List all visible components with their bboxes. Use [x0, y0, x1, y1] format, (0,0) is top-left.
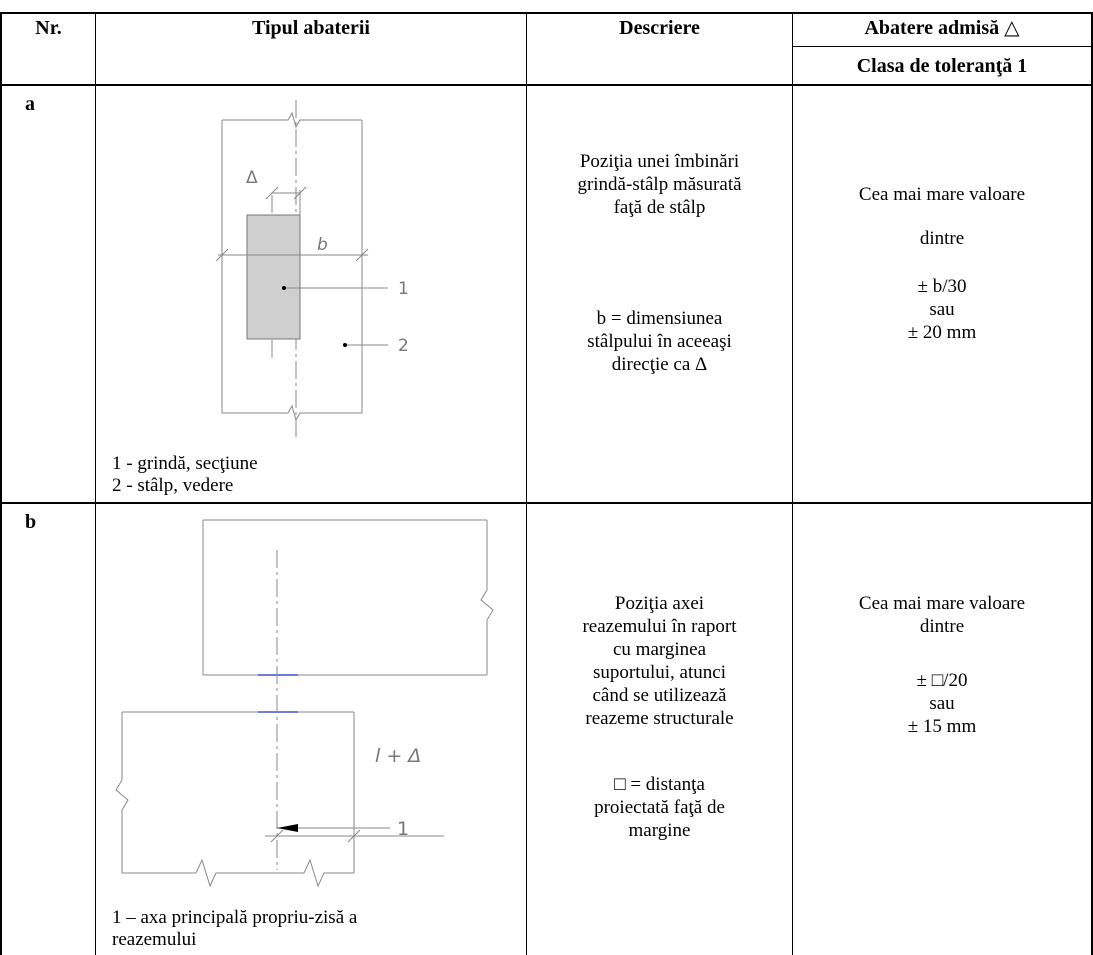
row-a-abatere-line-1: Cea mai mare valoare — [858, 184, 1026, 205]
header-abatere-label: Abatere admisă — [864, 17, 1000, 39]
row-b-figure-1-label: 1 — [397, 818, 409, 840]
row-b-legend-1: 1 – axa principală propriu-zisă a — [112, 907, 358, 928]
row-b-description-line: cu marginea — [612, 639, 707, 660]
row-a-abatere-values: ± b/30 sau ± 20 mm — [793, 275, 1091, 344]
header-abatere-admisa: Abatere admisă △ — [793, 17, 1091, 40]
row-b-abatere-line-2: dintre — [919, 616, 965, 637]
row-a-figure-delta-label: Δ — [246, 168, 258, 188]
row-b-description-line: când se utilizează — [592, 685, 727, 706]
header-inner-border — [792, 46, 1093, 47]
row-b-abatere-value: ± □/20 — [916, 670, 968, 691]
row-a-description-line: grindă-stâlp măsurată — [577, 174, 742, 195]
row-b-description-line: suportului, atunci — [593, 662, 726, 683]
row-b-abatere-line-1: Cea mai mare valoare — [858, 593, 1026, 614]
row-b-abatere-value: sau — [929, 693, 955, 714]
column-divider-1 — [95, 12, 96, 955]
row-a-description-line: faţă de stâlp — [613, 197, 706, 218]
table-border-left — [0, 12, 2, 955]
row-a-figure-1-label: 1 — [398, 279, 409, 299]
header-descriere: Descriere — [619, 17, 700, 39]
row-a-abatere-value: ± b/30 — [917, 276, 967, 297]
row-b-description: Poziţia axei reazemului în raport cu mar… — [527, 592, 792, 730]
row-b-note-line: □ = distanţa — [614, 774, 705, 795]
row-a-note-line: stâlpului în aceeaşi — [587, 331, 732, 352]
row-b-legend-2: reazemului — [112, 929, 197, 950]
row-b-note-line: margine — [628, 820, 691, 841]
column-divider-3 — [792, 12, 793, 955]
header-bottom-border — [0, 84, 1093, 86]
row-a-legend-1: 1 - grindă, secţiune — [112, 453, 258, 474]
row-a-abatere-value: sau — [929, 299, 955, 320]
row-a-nr: a — [25, 93, 35, 115]
row-a-legend-2: 2 - stâlp, vedere — [112, 475, 234, 496]
row-b-note-line: proiectată faţă de — [594, 797, 725, 818]
row-a-description: Poziţia unei îmbinări grindă-stâlp măsur… — [527, 150, 792, 219]
table-border-right — [1091, 12, 1093, 955]
row-a-abatere-value: ± 20 mm — [907, 322, 977, 343]
table-border-top — [0, 12, 1093, 14]
header-tipul-abaterii: Tipul abaterii — [252, 17, 370, 39]
row-a-abatere-line-2: dintre — [919, 228, 965, 249]
header-clasa-toleranta: Clasa de toleranţă 1 — [856, 55, 1028, 77]
row-b-abatere-values: ± □/20 sau ± 15 mm — [793, 669, 1091, 738]
row-b-description-line: reazemului în raport — [582, 616, 737, 637]
header-nr: Nr. — [35, 17, 62, 39]
row-b-figure-l-delta-label: l + Δ — [375, 745, 421, 767]
row-b-abatere-value: ± 15 mm — [907, 716, 977, 737]
row-b-nr: b — [25, 511, 37, 533]
row-a-note-line: b = dimensiunea — [596, 308, 723, 329]
row-b-figure: l + Δ 1 — [115, 519, 494, 888]
row-a-note-line: direcţie ca Δ — [611, 354, 708, 375]
row-a-figure-2-label: 2 — [398, 336, 409, 356]
column-divider-2 — [526, 12, 527, 955]
row-b-description-note: □ = distanţa proiectată faţă de margine — [527, 773, 792, 842]
row-a-figure: Δ b 1 2 — [215, 100, 409, 440]
row-b-description-line: reazeme structurale — [585, 708, 734, 729]
row-a-description-line: Poziţia unei îmbinări — [579, 151, 740, 172]
row-a-description-note: b = dimensiunea stâlpului în aceeaşi dir… — [527, 307, 792, 376]
row-a-bottom-border — [0, 502, 1093, 504]
row-a-figure-b-label: b — [317, 235, 328, 255]
row-b-description-line: Poziţia axei — [614, 593, 705, 614]
delta-triangle-icon: △ — [1004, 17, 1020, 39]
